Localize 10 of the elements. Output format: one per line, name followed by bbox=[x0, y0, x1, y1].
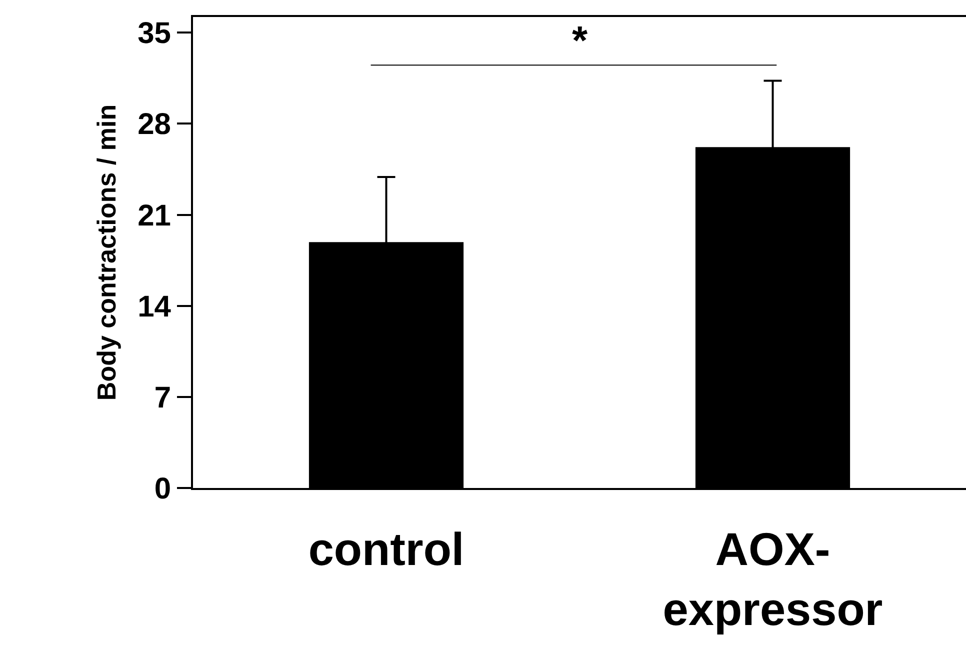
y-axis-title: Body contractions / min bbox=[92, 104, 122, 401]
annotation: * bbox=[572, 19, 588, 63]
y-tick-label: 35 bbox=[138, 17, 171, 50]
y-tick-label: 7 bbox=[154, 381, 171, 414]
y-tick-label: 21 bbox=[138, 199, 171, 232]
y-tick-label: 14 bbox=[138, 290, 172, 324]
x-tick-label: AOX-expressor bbox=[662, 523, 883, 635]
y-tick-label: 0 bbox=[154, 472, 171, 506]
x-tick-label: control bbox=[308, 523, 464, 576]
y-tick-label: 28 bbox=[138, 108, 171, 142]
